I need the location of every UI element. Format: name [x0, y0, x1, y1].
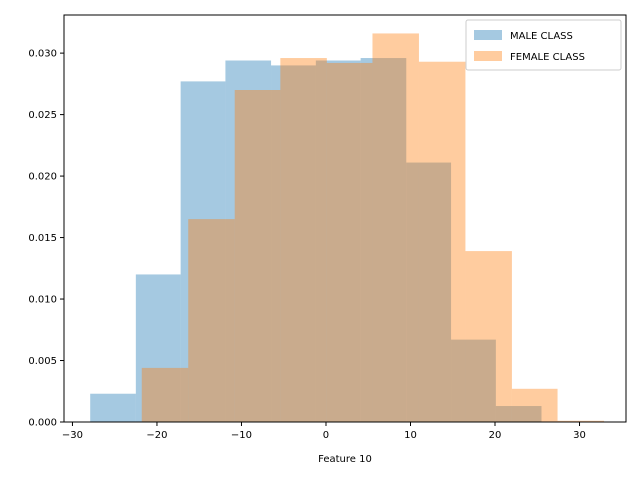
x-tick-label: −20 [146, 430, 167, 441]
y-tick-label: 0.020 [28, 172, 57, 183]
x-axis-label: Feature 10 [318, 454, 372, 465]
y-tick-label: 0.015 [28, 233, 57, 244]
histogram-bar [557, 420, 605, 422]
legend-box [465, 19, 622, 71]
histogram-bar [280, 58, 327, 422]
y-tick-label: 0.030 [28, 49, 57, 60]
histogram-bar [372, 33, 419, 423]
x-tick-label: 30 [573, 430, 586, 441]
y-tick-label: 0.000 [28, 418, 57, 429]
legend-label: FEMALE CLASS [510, 52, 585, 63]
y-tick-label: 0.010 [28, 295, 57, 306]
y-tick-label: 0.025 [28, 110, 57, 121]
histogram-bar [315, 60, 361, 422]
histogram-bar [141, 367, 189, 422]
histogram-bar [90, 393, 136, 422]
bars-layer [90, 33, 605, 423]
histogram-bar [360, 58, 407, 422]
axes-frame [63, 14, 627, 423]
y-tick-label: 0.005 [28, 356, 57, 367]
histogram-bar [406, 162, 452, 423]
x-axis-ticks: −30 −20 −10 0 10 20 30 [62, 422, 586, 441]
x-tick-label: −10 [231, 430, 252, 441]
histogram-bar [495, 406, 542, 422]
series-male [90, 58, 542, 423]
histogram-bar [465, 251, 512, 422]
histogram-bar [135, 274, 181, 422]
histogram-bar [511, 388, 558, 422]
histogram-bar [271, 65, 316, 423]
x-tick-label: 10 [404, 430, 417, 441]
legend: MALE CLASS FEMALE CLASS [465, 19, 622, 71]
legend-label: MALE CLASS [510, 31, 573, 42]
legend-swatch [474, 51, 502, 61]
histogram-bar [188, 219, 235, 422]
histogram-bar [234, 90, 281, 422]
histogram-bar [225, 60, 272, 422]
x-tick-label: −30 [62, 430, 83, 441]
x-tick-label: 20 [489, 430, 502, 441]
y-axis-ticks: 0.000 0.005 0.010 0.015 0.020 0.025 0.030 [28, 49, 64, 429]
histogram-bar [451, 339, 496, 422]
histogram-bar [326, 62, 373, 422]
x-tick-label: 0 [323, 430, 329, 441]
series-female [141, 33, 605, 423]
histogram-bar [418, 61, 466, 423]
legend-swatch [474, 30, 502, 40]
histogram-bar [180, 81, 226, 422]
